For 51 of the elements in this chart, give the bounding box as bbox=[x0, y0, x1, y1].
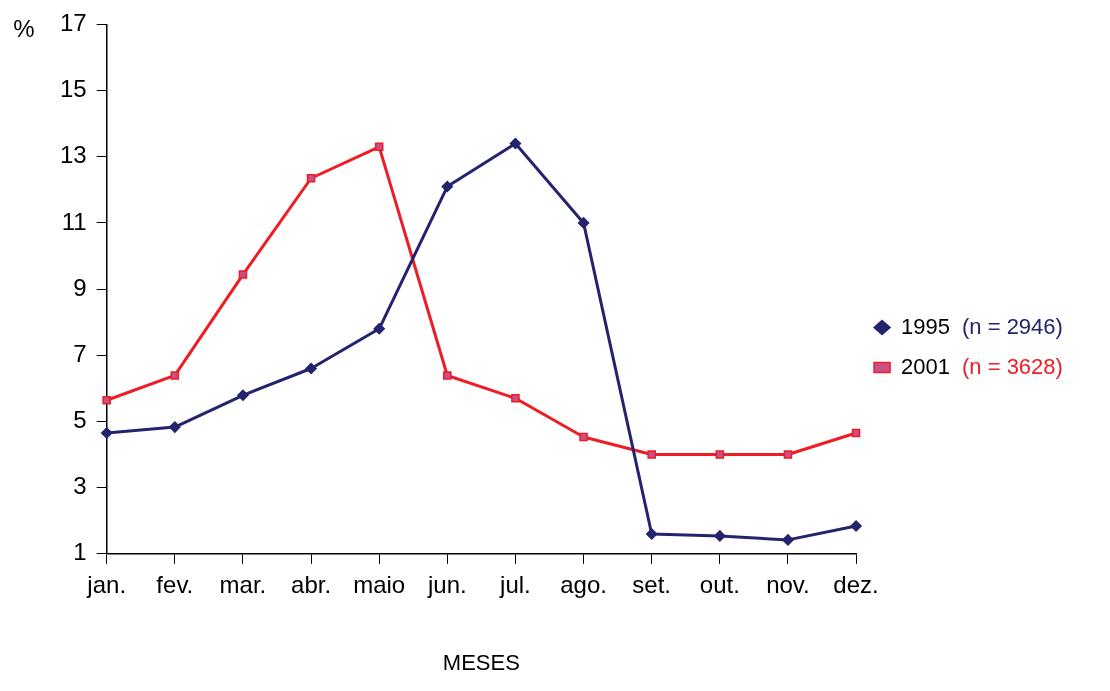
y-tick-label: 13 bbox=[59, 141, 87, 169]
x-tick-label: out. bbox=[699, 570, 740, 598]
x-axis-title: MESES bbox=[442, 649, 520, 675]
y-tick-label: 3 bbox=[73, 472, 87, 500]
x-tick-label: dez. bbox=[833, 570, 879, 598]
x-tick-label: jul. bbox=[499, 570, 531, 598]
point bbox=[441, 180, 454, 193]
point bbox=[511, 394, 520, 403]
text: (n = 3628) bbox=[962, 353, 1063, 379]
x-tick-label: ago. bbox=[560, 570, 607, 598]
point bbox=[645, 528, 658, 540]
legend-label: 2001 bbox=[901, 353, 951, 379]
y-tick-label: 17 bbox=[59, 9, 87, 37]
point bbox=[237, 389, 249, 402]
point bbox=[170, 371, 180, 380]
point bbox=[102, 395, 111, 405]
point bbox=[782, 534, 794, 546]
x-tick-label: maio bbox=[353, 570, 406, 598]
x-tick-label: mar. bbox=[219, 570, 267, 598]
x-tick-label: jun. bbox=[426, 570, 467, 598]
x-tick-label: abr. bbox=[291, 570, 332, 598]
point bbox=[374, 142, 384, 152]
point bbox=[851, 428, 861, 438]
y-tick-label: 7 bbox=[73, 339, 87, 367]
point bbox=[577, 217, 590, 229]
point bbox=[373, 323, 385, 335]
point bbox=[306, 173, 316, 183]
point bbox=[714, 530, 726, 542]
y-tick-label: 11 bbox=[61, 207, 87, 235]
x-tick-label: jan. bbox=[86, 570, 127, 598]
x-tick-label: nov. bbox=[766, 570, 810, 598]
point bbox=[443, 371, 452, 380]
text: (n = 2946) bbox=[962, 313, 1063, 339]
point bbox=[509, 137, 522, 150]
legend-label: 1995 bbox=[901, 313, 951, 339]
x-tick-label: fev. bbox=[156, 570, 194, 598]
y-tick-label: 1 bbox=[73, 538, 87, 566]
y-tick-label: 9 bbox=[73, 273, 87, 301]
y-tick-label: 5 bbox=[73, 406, 87, 434]
point bbox=[783, 450, 793, 459]
point bbox=[100, 427, 113, 439]
x-tick-label: set. bbox=[632, 570, 672, 598]
point bbox=[715, 450, 725, 459]
y-tick-label: 15 bbox=[59, 75, 87, 103]
point bbox=[647, 450, 656, 459]
point bbox=[305, 362, 317, 375]
point bbox=[169, 421, 181, 433]
y-axis-title: % bbox=[13, 15, 35, 43]
point bbox=[238, 270, 248, 279]
point bbox=[850, 520, 862, 532]
point bbox=[579, 432, 588, 442]
